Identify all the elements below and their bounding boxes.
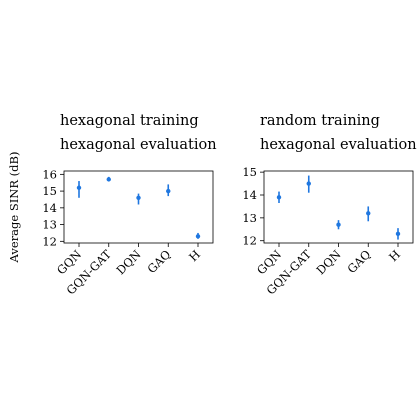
chart-title-line-2: hexagonal evaluation xyxy=(260,137,417,153)
y-tick-label: 12 xyxy=(42,234,57,248)
x-tick-label: H xyxy=(186,247,203,264)
y-tick-label: 16 xyxy=(42,167,57,181)
y-tick-label: 12 xyxy=(242,234,257,248)
y-tick-label: 13 xyxy=(42,218,57,232)
data-point xyxy=(366,211,371,216)
y-tick-label: 13 xyxy=(242,211,257,225)
plot-frame xyxy=(63,170,214,244)
x-tick-label: DQN xyxy=(113,247,143,277)
x-tick-label: GAQ xyxy=(144,247,173,276)
data-point xyxy=(306,181,311,186)
chart-title-line-1: random training xyxy=(260,113,380,129)
plot-frame xyxy=(263,170,414,244)
chart-panel-hexagonal: hexagonal training hexagonal evaluation … xyxy=(42,113,216,298)
y-tick-label: 14 xyxy=(42,201,57,215)
data-point xyxy=(336,222,341,227)
data-point xyxy=(106,177,111,182)
x-tick-label: H xyxy=(386,247,403,264)
chart-title-line-1: hexagonal training xyxy=(60,113,199,129)
chart-panel-random: random training hexagonal evaluation 12 1… xyxy=(242,113,416,298)
data-point xyxy=(276,195,282,200)
data-point xyxy=(136,195,141,200)
y-tick-label: 14 xyxy=(242,188,257,202)
data-point xyxy=(166,188,171,194)
data-point xyxy=(76,185,82,190)
x-tick-label: GAQ xyxy=(344,247,373,276)
y-tick-label: 15 xyxy=(242,165,257,179)
chart-title-line-2: hexagonal evaluation xyxy=(60,137,217,153)
data-point xyxy=(195,234,201,239)
y-axis-label: Average SINR (dB) xyxy=(7,152,21,264)
y-tick-label: 15 xyxy=(42,184,57,198)
x-tick-label: DQN xyxy=(313,247,343,277)
data-point xyxy=(395,231,401,237)
